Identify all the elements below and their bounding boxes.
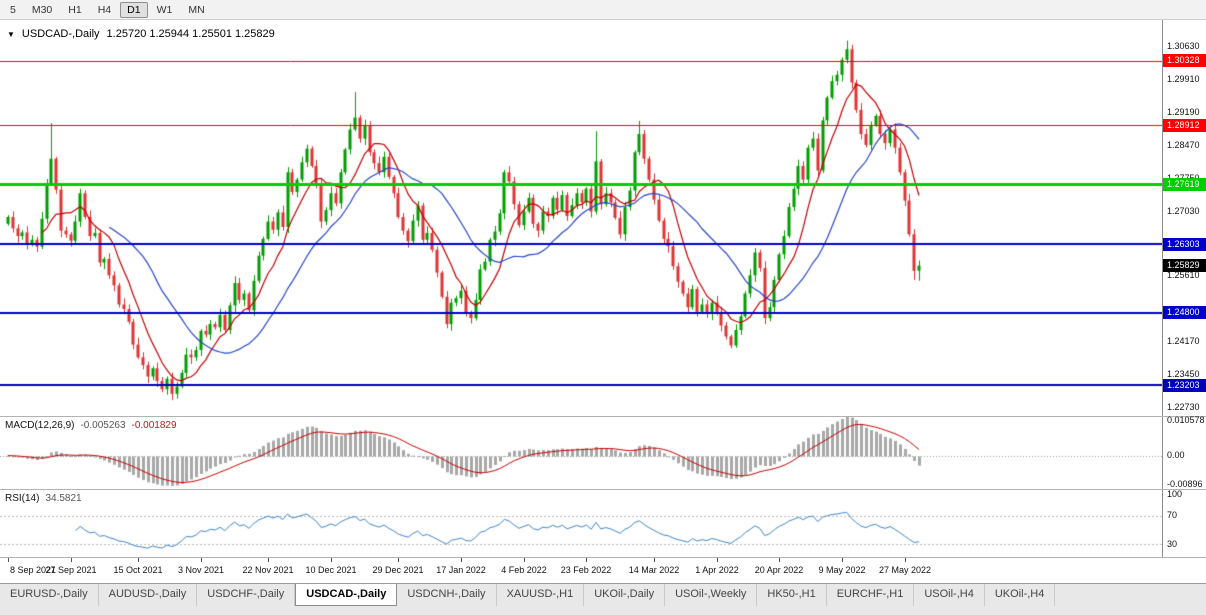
price-scale[interactable]: 1.306301.299101.291901.284701.277501.270… — [1162, 20, 1206, 416]
price-tick-label: 1.25610 — [1167, 270, 1200, 280]
date-label: 29 Dec 2021 — [372, 565, 424, 575]
timeframe-button-5[interactable]: 5 — [10, 3, 16, 16]
chart-tab-ukoil-daily[interactable]: UKOil-,Daily — [584, 584, 666, 606]
macd-label: MACD(12,26,9) -0.005263 -0.001829 — [5, 420, 177, 431]
date-label: 8 Sep 2021 — [9, 565, 57, 575]
chart-tab-ukoil-h4[interactable]: UKOil-,H4 — [985, 584, 1056, 606]
price-tick-label: 1.22730 — [1167, 402, 1200, 412]
chart-symbol-label: USDCAD-,Daily — [21, 28, 100, 40]
rsi-scale-label: 100 — [1167, 489, 1183, 499]
date-label: 20 Apr 2022 — [754, 565, 804, 575]
time-axis-tick — [331, 558, 332, 562]
chart-ohlc-values: 1.25720 1.25944 1.25501 1.25829 — [106, 28, 275, 40]
rsi-canvas[interactable] — [0, 490, 1162, 557]
macd-scale-label: 0.00 — [1167, 450, 1185, 460]
rsi-scale-label: 70 — [1167, 510, 1178, 520]
macd-canvas[interactable] — [0, 417, 1162, 489]
date-label: 10 Dec 2021 — [305, 565, 357, 575]
time-axis-tick — [654, 558, 655, 562]
timeframe-toolbar: 5 M30 H1 H4 D1 W1 MN — [0, 0, 1206, 20]
chart-tab-usoil-h4[interactable]: USOil-,H4 — [914, 584, 985, 606]
macd-scale-label: -0.00896 — [1167, 479, 1203, 489]
date-label: 9 May 2022 — [818, 565, 866, 575]
price-tick-label: 1.27030 — [1167, 206, 1200, 216]
macd-main-value: -0.005263 — [80, 420, 126, 431]
macd-name: MACD(12,26,9) — [5, 420, 75, 431]
price-badge: 1.28912 — [1163, 119, 1206, 132]
timeframe-button-m30[interactable]: M30 — [31, 3, 53, 16]
date-label: 27 Sep 2021 — [45, 565, 97, 575]
date-label: 1 Apr 2022 — [695, 565, 739, 575]
price-badge: 1.27619 — [1163, 178, 1206, 191]
chart-tab-xauusd-h1[interactable]: XAUUSD-,H1 — [497, 584, 585, 606]
time-axis-tick — [905, 558, 906, 562]
price-badge: 1.23203 — [1163, 379, 1206, 392]
time-axis-tick — [8, 558, 9, 562]
rsi-label: RSI(14) 34.5821 — [5, 493, 82, 504]
macd-scale[interactable]: 0.010578 0.00 -0.00896 — [1162, 415, 1206, 489]
timeframe-button-d1[interactable]: D1 — [120, 1, 148, 18]
time-axis[interactable]: 8 Sep 2021 27 Sep 2021 15 Oct 2021 3 Nov 20… — [0, 558, 1206, 583]
price-badge: 1.30328 — [1163, 54, 1206, 67]
macd-signal-value: -0.001829 — [131, 420, 177, 431]
date-label: 22 Nov 2021 — [242, 565, 294, 575]
chart-tab-eurusd-daily[interactable]: EURUSD-,Daily — [0, 584, 99, 606]
date-label: 3 Nov 2021 — [177, 565, 225, 575]
chart-tab-hk50-h1[interactable]: HK50-,H1 — [757, 584, 827, 606]
chart-marker-icon: ▼ — [7, 29, 15, 39]
price-chart-panel: ▼ USDCAD-,Daily 1.25720 1.25944 1.25501 … — [0, 20, 1206, 416]
timeframe-button-h1[interactable]: H1 — [68, 3, 82, 16]
chart-tab-usdchf-daily[interactable]: USDCHF-,Daily — [197, 584, 296, 606]
macd-scale-label: 0.010578 — [1167, 415, 1205, 425]
chart-tab-usoil-weekly[interactable]: USOil-,Weekly — [665, 584, 758, 606]
timeframe-button-w1[interactable]: W1 — [156, 3, 173, 16]
timeframe-button-mn[interactable]: MN — [188, 3, 205, 16]
chart-tab-audusd-daily[interactable]: AUDUSD-,Daily — [99, 584, 198, 606]
time-axis-tick — [201, 558, 202, 562]
price-badge: 1.25829 — [1163, 259, 1206, 272]
time-axis-tick — [268, 558, 269, 562]
price-tick-label: 1.28470 — [1167, 140, 1200, 150]
time-axis-tick — [461, 558, 462, 562]
price-badge: 1.26303 — [1163, 238, 1206, 251]
price-tick-label: 1.30630 — [1167, 41, 1200, 51]
date-label: 15 Oct 2021 — [113, 565, 163, 575]
rsi-value: 34.5821 — [45, 493, 82, 504]
rsi-panel: RSI(14) 34.5821 100 70 30 — [0, 489, 1206, 557]
price-tick-label: 1.24170 — [1167, 336, 1200, 346]
time-axis-tick — [717, 558, 718, 562]
date-label: 27 May 2022 — [878, 565, 932, 575]
panel-separator[interactable] — [0, 489, 1206, 490]
rsi-scale[interactable]: 100 70 30 — [1162, 489, 1206, 557]
chart-tab-bar: EURUSD-,Daily AUDUSD-,Daily USDCHF-,Daily U… — [0, 583, 1206, 615]
time-axis-tick — [71, 558, 72, 562]
time-axis-tick — [586, 558, 587, 562]
chart-tab-usdcad-daily[interactable]: USDCAD-,Daily — [295, 584, 398, 606]
timeframe-button-h4[interactable]: H4 — [97, 3, 112, 16]
date-label: 23 Feb 2022 — [560, 565, 612, 575]
price-tick-label: 1.29910 — [1167, 74, 1200, 84]
date-label: 17 Jan 2022 — [436, 565, 486, 575]
rsi-scale-label: 30 — [1167, 539, 1178, 549]
chart-tab-usdcnh-daily[interactable]: USDCNH-,Daily — [397, 584, 497, 606]
time-axis-tick — [398, 558, 399, 562]
time-axis-tick — [842, 558, 843, 562]
rsi-name: RSI(14) — [5, 493, 40, 504]
time-axis-tick — [779, 558, 780, 562]
price-tick-label: 1.23450 — [1167, 369, 1200, 379]
panel-separator — [0, 557, 1206, 558]
chart-tab-eurchf-h1[interactable]: EURCHF-,H1 — [827, 584, 915, 606]
price-chart-canvas[interactable] — [0, 20, 1162, 416]
time-axis-tick — [138, 558, 139, 562]
date-label: 14 Mar 2022 — [628, 565, 680, 575]
price-tick-label: 1.29190 — [1167, 107, 1200, 117]
price-badge: 1.24800 — [1163, 306, 1206, 319]
chart-title: ▼ USDCAD-,Daily 1.25720 1.25944 1.25501 … — [7, 28, 275, 40]
time-axis-tick — [524, 558, 525, 562]
date-label: 4 Feb 2022 — [501, 565, 547, 575]
panel-separator[interactable] — [0, 416, 1206, 417]
macd-panel: MACD(12,26,9) -0.005263 -0.001829 0.0105… — [0, 415, 1206, 489]
